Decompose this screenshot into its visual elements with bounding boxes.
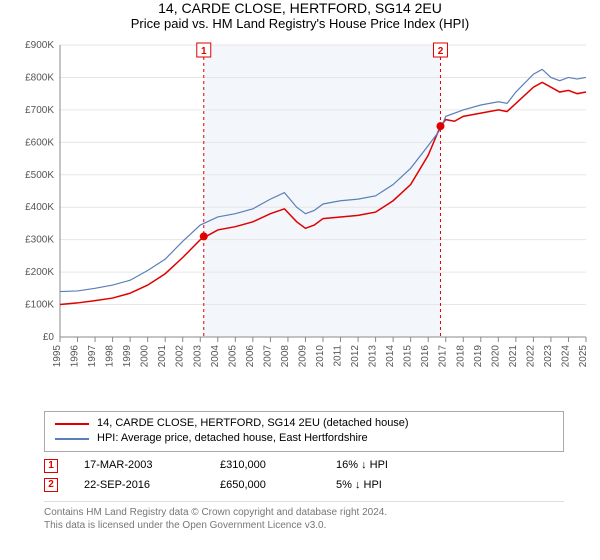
svg-text:2024: 2024 [560, 345, 571, 368]
svg-text:2012: 2012 [350, 345, 361, 368]
legend-label: HPI: Average price, detached house, East… [97, 431, 368, 446]
price-chart: £0 £100K £200K £300K £400K £500K £600K £700K £80… [10, 37, 590, 405]
svg-text:2004: 2004 [210, 345, 221, 368]
svg-text:2: 2 [438, 46, 444, 57]
svg-text:2023: 2023 [543, 345, 554, 368]
svg-text:£700K: £700K [25, 105, 54, 116]
svg-text:2013: 2013 [368, 345, 379, 368]
svg-text:1998: 1998 [105, 345, 116, 368]
svg-text:2007: 2007 [262, 345, 273, 368]
svg-text:£200K: £200K [25, 267, 54, 278]
event-badge: 2 [44, 478, 58, 492]
legend-swatch [55, 423, 89, 425]
svg-text:1996: 1996 [70, 345, 81, 368]
svg-text:2003: 2003 [192, 345, 203, 368]
svg-text:2015: 2015 [403, 345, 414, 368]
legend-item: 14, CARDE CLOSE, HERTFORD, SG14 2EU (det… [55, 416, 553, 431]
svg-text:£600K: £600K [25, 137, 54, 148]
event-price: £310,000 [220, 456, 310, 476]
legend-label: 14, CARDE CLOSE, HERTFORD, SG14 2EU (det… [97, 416, 409, 431]
legend: 14, CARDE CLOSE, HERTFORD, SG14 2EU (det… [44, 411, 564, 452]
page-subtitle: Price paid vs. HM Land Registry's House … [0, 16, 600, 31]
svg-text:2009: 2009 [297, 345, 308, 368]
svg-text:2020: 2020 [490, 345, 501, 368]
svg-text:2008: 2008 [280, 345, 291, 368]
event-price: £650,000 [220, 476, 310, 496]
chart-area: £0 £100K £200K £300K £400K £500K £600K £700K £80… [10, 37, 590, 405]
legend-swatch [55, 438, 89, 440]
svg-text:£800K: £800K [25, 72, 54, 83]
footnote: Contains HM Land Registry data © Crown c… [44, 506, 590, 532]
svg-text:£400K: £400K [25, 202, 54, 213]
svg-text:2006: 2006 [245, 345, 256, 368]
svg-text:2011: 2011 [333, 345, 344, 367]
svg-text:£300K: £300K [25, 235, 54, 246]
events-table: 1 17-MAR-2003 £310,000 16% ↓ HPI 2 22-SE… [44, 456, 564, 503]
svg-text:2000: 2000 [140, 345, 151, 368]
svg-text:2016: 2016 [420, 345, 431, 368]
event-badge: 1 [44, 459, 58, 473]
table-row: 2 22-SEP-2016 £650,000 5% ↓ HPI [44, 476, 564, 496]
svg-text:2002: 2002 [175, 345, 186, 368]
table-row: 1 17-MAR-2003 £310,000 16% ↓ HPI [44, 456, 564, 476]
svg-text:2010: 2010 [315, 345, 326, 368]
svg-text:1999: 1999 [122, 345, 133, 368]
svg-text:1997: 1997 [87, 345, 98, 368]
svg-text:2022: 2022 [525, 345, 536, 368]
footnote-line: Contains HM Land Registry data © Crown c… [44, 506, 590, 519]
svg-text:£0: £0 [43, 332, 55, 343]
svg-text:2025: 2025 [578, 345, 589, 368]
svg-text:2014: 2014 [385, 345, 396, 368]
svg-text:2021: 2021 [508, 345, 519, 368]
svg-text:2019: 2019 [473, 345, 484, 368]
page-title: 14, CARDE CLOSE, HERTFORD, SG14 2EU [0, 0, 600, 16]
svg-text:1995: 1995 [52, 345, 63, 368]
svg-text:£500K: £500K [25, 170, 54, 181]
event-delta: 5% ↓ HPI [336, 476, 382, 496]
event-delta: 16% ↓ HPI [336, 456, 388, 476]
svg-text:£900K: £900K [25, 40, 54, 51]
svg-text:1: 1 [201, 46, 207, 57]
svg-text:2017: 2017 [438, 345, 449, 368]
svg-text:2005: 2005 [227, 345, 238, 368]
legend-item: HPI: Average price, detached house, East… [55, 431, 553, 446]
svg-text:2001: 2001 [157, 345, 168, 368]
event-date: 17-MAR-2003 [84, 456, 194, 476]
svg-text:£100K: £100K [25, 300, 54, 311]
footnote-line: This data is licensed under the Open Gov… [44, 519, 590, 532]
event-date: 22-SEP-2016 [84, 476, 194, 496]
svg-text:2018: 2018 [455, 345, 466, 368]
